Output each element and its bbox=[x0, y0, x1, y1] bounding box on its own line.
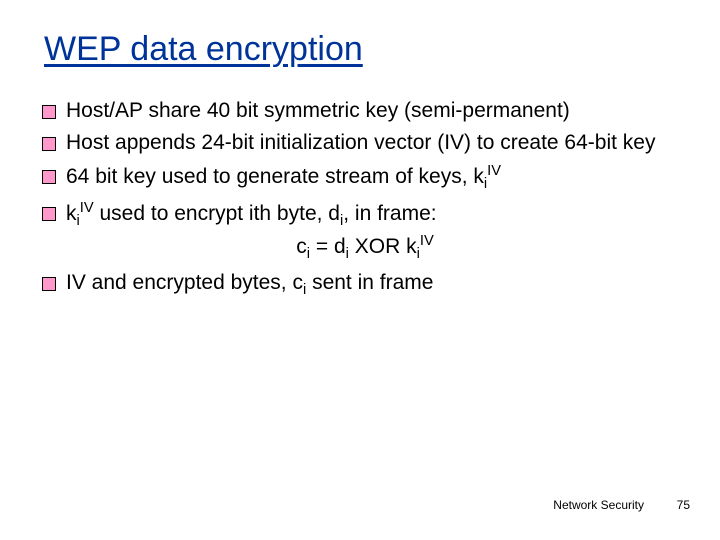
page-number: 75 bbox=[677, 498, 690, 512]
text-segment: used to encrypt ith byte, d bbox=[94, 202, 340, 225]
list-item: kiIV used to encrypt ith byte, di, in fr… bbox=[42, 199, 684, 265]
text-segment: XOR k bbox=[349, 235, 417, 258]
footer-label: Network Security bbox=[553, 498, 644, 512]
text-segment: k bbox=[66, 202, 77, 225]
text-segment: sent in frame bbox=[306, 271, 433, 294]
bullet-marker-icon bbox=[42, 137, 56, 151]
superscript: IV bbox=[420, 233, 434, 249]
bullet-marker-icon bbox=[42, 207, 56, 221]
bullet-list: Host/AP share 40 bit symmetric key (semi… bbox=[42, 97, 684, 301]
formula-line: ci = di XOR kiIV bbox=[46, 232, 684, 265]
superscript: IV bbox=[487, 163, 501, 179]
bullet-marker-icon bbox=[42, 105, 56, 119]
list-item: Host appends 24-bit initialization vecto… bbox=[42, 129, 684, 157]
bullet-text: 64 bit key used to generate stream of ke… bbox=[66, 162, 684, 195]
text-segment: c bbox=[296, 235, 307, 258]
bullet-marker-icon bbox=[42, 277, 56, 291]
text-segment: = d bbox=[310, 235, 346, 258]
list-item: IV and encrypted bytes, ci sent in frame bbox=[42, 269, 684, 301]
text-segment: 64 bit key used to generate stream of ke… bbox=[66, 165, 484, 188]
slide: WEP data encryption Host/AP share 40 bit… bbox=[0, 0, 720, 540]
text-segment: , in frame: bbox=[343, 202, 436, 225]
bullet-marker-icon bbox=[42, 170, 56, 184]
bullet-text: Host/AP share 40 bit symmetric key (semi… bbox=[66, 97, 684, 125]
bullet-text: IV and encrypted bytes, ci sent in frame bbox=[66, 269, 684, 301]
page-title: WEP data encryption bbox=[44, 30, 684, 69]
list-item: Host/AP share 40 bit symmetric key (semi… bbox=[42, 97, 684, 125]
text-segment: IV and encrypted bytes, c bbox=[66, 271, 303, 294]
list-item: 64 bit key used to generate stream of ke… bbox=[42, 162, 684, 195]
superscript: IV bbox=[80, 200, 94, 216]
bullet-text: Host appends 24-bit initialization vecto… bbox=[66, 129, 684, 157]
bullet-text: kiIV used to encrypt ith byte, di, in fr… bbox=[66, 199, 684, 265]
